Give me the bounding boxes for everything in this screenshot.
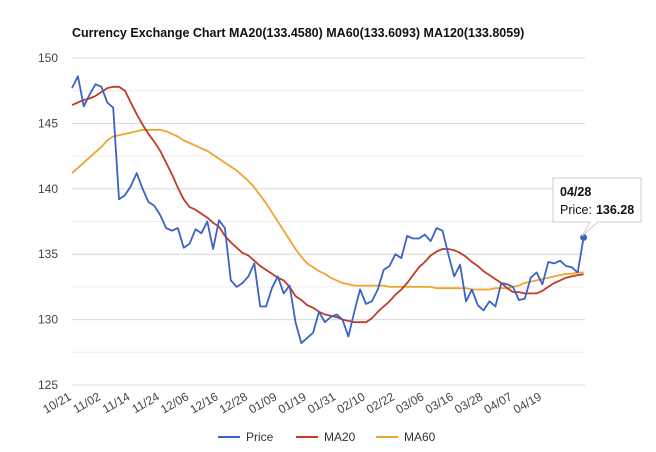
x-tick-label: 04/07 bbox=[482, 389, 515, 416]
series-line-ma60 bbox=[71, 129, 584, 291]
y-tick-label: 145 bbox=[38, 116, 58, 130]
x-tick-label: 11/02 bbox=[71, 389, 104, 416]
gridlines bbox=[72, 57, 585, 386]
y-tick-label: 135 bbox=[38, 247, 58, 261]
x-tick-label: 04/19 bbox=[511, 389, 544, 416]
x-tick-label: 02/10 bbox=[335, 389, 368, 416]
legend-label-ma20: MA20 bbox=[324, 430, 356, 444]
x-tick-label: 10/21 bbox=[40, 389, 73, 416]
x-tick-label: 12/06 bbox=[158, 389, 191, 416]
series-line-price bbox=[71, 75, 585, 344]
y-tick-label: 130 bbox=[38, 313, 58, 327]
y-tick-label: 125 bbox=[38, 378, 58, 392]
x-tick-label: 01/09 bbox=[246, 389, 279, 416]
tooltip-box bbox=[552, 177, 642, 237]
x-tick-label: 01/19 bbox=[276, 389, 309, 416]
series-line-ma20 bbox=[71, 85, 584, 324]
legend-label-ma60: MA60 bbox=[404, 430, 436, 444]
y-tick-label: 140 bbox=[38, 182, 58, 196]
x-tick-label: 02/22 bbox=[364, 389, 397, 416]
x-tick-label: 01/31 bbox=[305, 389, 338, 416]
legend-label-price: Price bbox=[246, 430, 274, 444]
y-axis-ticks: 125 130 135 140 145 150 bbox=[38, 51, 58, 392]
tooltip-date: 04/28 bbox=[560, 185, 591, 199]
x-tick-label: 12/28 bbox=[217, 389, 250, 416]
tooltip-value: 136.28 bbox=[596, 203, 634, 217]
tooltip-text: Price: 136.28 bbox=[560, 203, 634, 217]
x-axis-ticks: 10/2111/0211/1411/2412/0612/1612/2801/09… bbox=[40, 389, 544, 416]
chart-title: Currency Exchange Chart MA20(133.4580) M… bbox=[72, 26, 524, 40]
series-lines bbox=[71, 75, 588, 344]
tooltip-label: Price: bbox=[560, 203, 592, 217]
y-tick-label: 150 bbox=[38, 51, 58, 65]
x-tick-label: 03/28 bbox=[452, 389, 485, 416]
x-tick-label: 12/16 bbox=[188, 389, 221, 416]
x-tick-label: 03/06 bbox=[393, 389, 426, 416]
tooltip: 04/28 Price: 136.28 bbox=[552, 177, 642, 237]
legend: Price MA20 MA60 bbox=[218, 430, 436, 444]
x-tick-label: 03/16 bbox=[423, 389, 456, 416]
x-tick-label: 11/24 bbox=[129, 389, 162, 416]
x-tick-label: 11/14 bbox=[100, 389, 133, 416]
